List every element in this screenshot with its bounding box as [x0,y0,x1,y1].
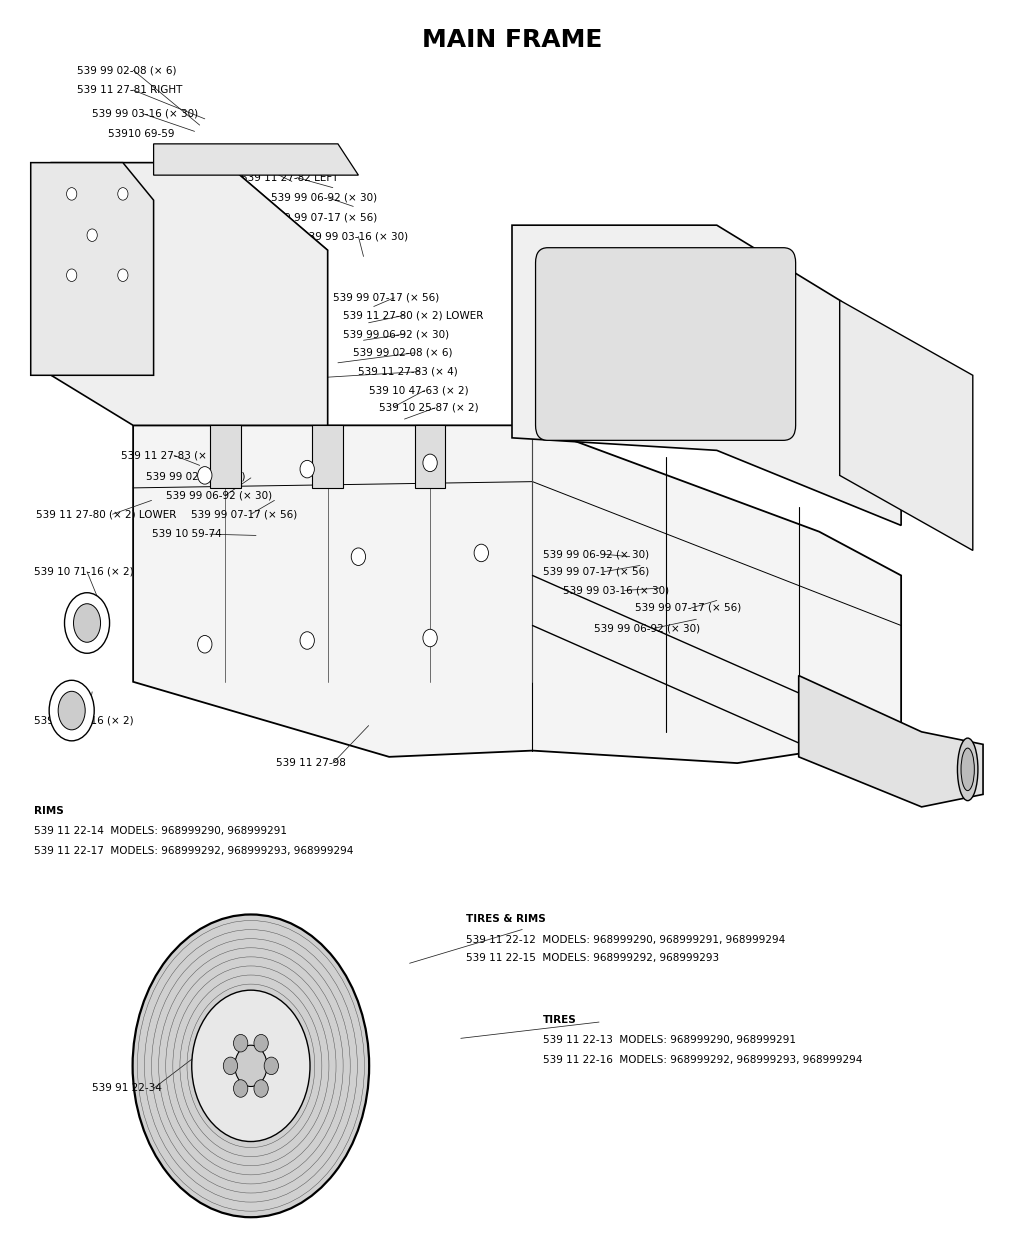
Text: 539 11 27-83 (× 4): 539 11 27-83 (× 4) [358,367,458,377]
Polygon shape [840,300,973,550]
Text: 539 10 59-74: 539 10 59-74 [152,529,221,539]
Polygon shape [31,163,154,375]
Circle shape [233,1080,248,1097]
Text: TIRES & RIMS: TIRES & RIMS [466,914,546,924]
Circle shape [118,269,128,281]
Circle shape [300,632,314,649]
Text: 539 99 06-92 (× 30): 539 99 06-92 (× 30) [594,623,700,633]
Circle shape [198,467,212,484]
Text: 539 99 07-17 (× 56): 539 99 07-17 (× 56) [189,151,296,161]
Ellipse shape [234,1046,267,1086]
Ellipse shape [74,604,100,642]
Text: 539 11 27-98: 539 11 27-98 [276,758,346,768]
Polygon shape [154,144,358,175]
Text: 539 99 06-92 (× 30): 539 99 06-92 (× 30) [543,549,649,559]
Text: 539 91 22-34: 539 91 22-34 [92,1083,162,1093]
Polygon shape [512,225,901,525]
Polygon shape [133,425,901,763]
Text: 539 10 47-63 (× 2): 539 10 47-63 (× 2) [369,385,468,395]
Text: 539 99 07-17 (× 56): 539 99 07-17 (× 56) [191,509,298,519]
Text: 539 10 25-87 (× 2): 539 10 25-87 (× 2) [379,403,478,413]
Ellipse shape [49,681,94,741]
Text: 539 99 07-17 (× 56): 539 99 07-17 (× 56) [271,213,378,223]
Circle shape [254,1080,268,1097]
Circle shape [118,188,128,200]
Text: 539 11 27-80 (× 2) LOWER: 539 11 27-80 (× 2) LOWER [36,509,176,519]
Text: RIMS: RIMS [34,806,63,816]
Ellipse shape [191,991,310,1141]
Text: 539 99 02-08 (× 6): 539 99 02-08 (× 6) [77,65,176,75]
Circle shape [423,454,437,472]
Text: 539 99 03-16 (× 30): 539 99 03-16 (× 30) [92,109,199,119]
Text: 539 11 22-15  MODELS: 968999292, 968999293: 539 11 22-15 MODELS: 968999292, 96899929… [466,953,719,963]
Text: 539 99 03-16 (× 30): 539 99 03-16 (× 30) [548,293,654,303]
Polygon shape [51,163,328,425]
Circle shape [67,188,77,200]
Text: 539 97 77-78 (× 3): 539 97 77-78 (× 3) [712,310,811,320]
Circle shape [67,269,77,281]
Polygon shape [312,425,343,488]
Ellipse shape [65,593,110,653]
Circle shape [351,548,366,565]
Text: 539 11 22-28: 539 11 22-28 [599,310,669,320]
Circle shape [233,1035,248,1052]
Text: 53910 69-59: 53910 69-59 [108,129,174,139]
Text: MAIN FRAME: MAIN FRAME [422,28,602,53]
Text: 539 99 07-17 (× 56): 539 99 07-17 (× 56) [333,293,439,303]
Text: 539 99 07-17 (× 56): 539 99 07-17 (× 56) [543,567,649,577]
Circle shape [254,1035,268,1052]
Ellipse shape [133,914,369,1217]
Text: 539 99 06-92 (× 30): 539 99 06-92 (× 30) [343,329,450,339]
Text: 539 11 27-81 RIGHT: 539 11 27-81 RIGHT [77,85,182,95]
Text: 539 11 22-14  MODELS: 968999290, 968999291: 539 11 22-14 MODELS: 968999290, 96899929… [34,826,287,836]
Circle shape [474,544,488,562]
Text: 539 11 27-83 (× 4): 539 11 27-83 (× 4) [121,450,220,460]
Text: 539 11 27-80 (× 2) LOWER: 539 11 27-80 (× 2) LOWER [343,310,483,320]
Text: 539 11 22-17  MODELS: 968999292, 968999293, 968999294: 539 11 22-17 MODELS: 968999292, 96899929… [34,846,353,856]
Text: 539 10 71-16 (× 2): 539 10 71-16 (× 2) [34,567,133,577]
Text: 539 10 71-16 (× 2): 539 10 71-16 (× 2) [34,716,133,726]
Circle shape [300,460,314,478]
Text: 539 99 03-16 (× 30): 539 99 03-16 (× 30) [302,231,409,241]
Text: 539 11 22-16  MODELS: 968999292, 968999293, 968999294: 539 11 22-16 MODELS: 968999292, 96899929… [543,1055,862,1065]
Text: 539 99 07-17 (× 56): 539 99 07-17 (× 56) [635,603,741,613]
Ellipse shape [961,748,974,791]
Circle shape [198,636,212,653]
Text: 539 99 06-92 (× 30): 539 99 06-92 (× 30) [166,490,272,500]
Polygon shape [799,676,983,807]
Circle shape [423,629,437,647]
Ellipse shape [957,738,978,801]
FancyBboxPatch shape [536,248,796,440]
Ellipse shape [58,692,85,729]
Text: 539 11 22-12  MODELS: 968999290, 968999291, 968999294: 539 11 22-12 MODELS: 968999290, 96899929… [466,934,785,945]
Text: 539 99 03-16 (× 30): 539 99 03-16 (× 30) [563,585,670,595]
Text: 539 11 22-13  MODELS: 968999290, 968999291: 539 11 22-13 MODELS: 968999290, 96899929… [543,1035,796,1045]
Polygon shape [210,425,241,488]
Circle shape [87,229,97,241]
Text: 539 11 27-82 LEFT: 539 11 27-82 LEFT [241,173,338,183]
Text: TIRES: TIRES [543,1015,577,1025]
Circle shape [264,1057,279,1075]
Text: 539 99 06-92 (× 30): 539 99 06-92 (× 30) [271,193,378,203]
Circle shape [223,1057,238,1075]
Polygon shape [415,425,445,488]
Text: 539 99 02-08 (× 6): 539 99 02-08 (× 6) [146,472,246,482]
Text: 539 99 02-08 (× 6): 539 99 02-08 (× 6) [353,348,453,358]
